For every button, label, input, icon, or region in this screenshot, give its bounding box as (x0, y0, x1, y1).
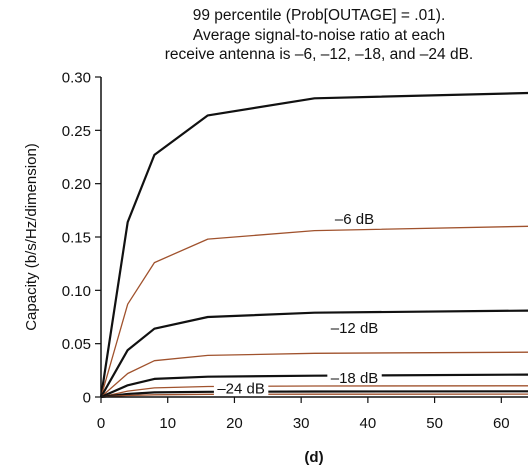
x-tick-label: 50 (426, 415, 443, 432)
x-axis-label: (d) (304, 449, 323, 466)
annotation-background (331, 209, 378, 226)
x-tick-label: 30 (293, 415, 310, 432)
y-tick-label: 0.15 (62, 230, 91, 247)
chart-title-line-2: Average signal-to-noise ratio at each (192, 26, 446, 44)
x-tick-label: 0 (97, 415, 105, 432)
series-line-3 (100, 309, 528, 398)
y-tick-label: 0.30 (62, 70, 91, 87)
series-line-2 (100, 225, 528, 398)
series-line-1 (99, 91, 528, 398)
y-tick-label: 0.25 (62, 123, 91, 140)
series-line-8 (100, 393, 528, 398)
annotation-background (327, 317, 382, 335)
annotation-background (213, 378, 269, 396)
annotation-label: –18 dB (331, 370, 379, 387)
y-tick-label: 0 (83, 390, 91, 407)
y-axis-label: Capacity (b/s/Hz/dimension) (23, 143, 40, 331)
series-line-4 (100, 351, 528, 398)
series-line-6 (100, 385, 528, 398)
x-tick-label: 20 (226, 415, 243, 432)
annotation-label: –12 dB (331, 320, 379, 337)
chart-title-line-1: 99 percentile (Prob[OUTAGE] = .01). (192, 7, 446, 24)
x-tick-label: 10 (159, 415, 176, 432)
annotation-label: –24 dB (217, 381, 265, 398)
annotation-label: –6 dB (335, 211, 374, 228)
y-tick-label: 0.20 (62, 176, 91, 193)
series-line-7 (100, 390, 528, 399)
y-tick-label: 0.05 (62, 336, 91, 353)
x-tick-label: 60 (493, 415, 510, 432)
y-tick-label: 0.10 (62, 283, 91, 300)
chart-title-line-3: receive antenna is –6, –12, –18, and –24… (164, 46, 474, 63)
x-tick-label: 40 (360, 415, 377, 432)
annotation-background (327, 367, 382, 385)
